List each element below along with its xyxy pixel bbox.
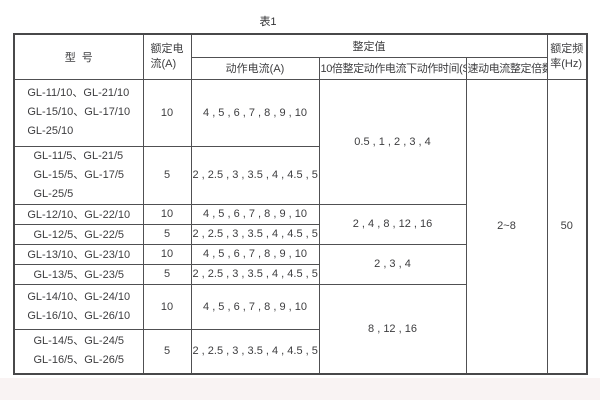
header-rated-freq: 额定频 率(Hz) bbox=[546, 33, 588, 80]
action-current-cell: 2 , 2.5 , 3 , 3.5 , 4 , 4.5 , 5 bbox=[190, 328, 320, 375]
table-title: 表1 bbox=[259, 16, 277, 28]
model-line: GL-15/10、GL-17/10 bbox=[27, 106, 131, 118]
rated-current-cell: 10 bbox=[142, 203, 192, 225]
rated-current-cell: 5 bbox=[142, 223, 192, 245]
table-row: GL-12/10、GL-22/10 10 4 , 5 , 6 , 7 , 8 ,… bbox=[13, 203, 587, 245]
rated-current-cell: 10 bbox=[142, 243, 192, 265]
header-rated-freq-line2: 率(Hz) bbox=[550, 57, 583, 70]
header-action-current: 动作电流(A) bbox=[190, 56, 320, 80]
model-cell: GL-12/10、GL-22/10 bbox=[13, 203, 144, 225]
model-cell: GL-12/5、GL-22/5 bbox=[13, 223, 144, 245]
action-current-cell: 2 , 2.5 , 3 , 3.5 , 4 , 4.5 , 5 bbox=[190, 145, 320, 205]
model-line: GL-14/10、GL-24/10 bbox=[27, 290, 131, 303]
action-time-cell: 2 , 3 , 4 bbox=[318, 243, 467, 285]
model-cell: GL-14/5、GL-24/5 GL-16/5、GL-26/5 bbox=[13, 328, 144, 375]
model-line: GL-25/10 bbox=[27, 125, 74, 137]
model-cell: GL-13/5、GL-23/5 bbox=[13, 263, 144, 285]
rated-current-cell: 5 bbox=[142, 145, 192, 205]
model-cell: GL-13/10、GL-23/10 bbox=[13, 243, 144, 265]
header-rated-freq-line1: 额定频 bbox=[550, 42, 584, 55]
header-action-time: 10倍整定动作电流下动作时间(S) bbox=[318, 56, 467, 80]
action-current-cell: 4 , 5 , 6 , 7 , 8 , 9 , 10 bbox=[190, 203, 320, 225]
table-row: GL-14/5、GL-24/5 GL-16/5、GL-26/5 5 2 , 2.… bbox=[13, 328, 587, 375]
header-quick-multiple: 速动电流整定倍数 bbox=[465, 56, 548, 80]
model-line: GL-16/10、GL-26/10 bbox=[27, 309, 131, 322]
relay-settings-table: 型 号 额定电 流(A) 整定值 额定频 率(Hz) 动作电流(A) 10倍整定… bbox=[13, 33, 588, 375]
table-row: GL-14/10、GL-24/10 GL-16/10、GL-26/10 10 4… bbox=[13, 283, 587, 375]
header-setting-value: 整定值 bbox=[190, 33, 548, 58]
rated-current-cell: 5 bbox=[142, 263, 192, 285]
action-time-cell: 0.5 , 1 , 2 , 3 , 4 bbox=[318, 78, 467, 205]
model-line: GL-14/5、GL-24/5 bbox=[33, 335, 125, 348]
page-footer-strip bbox=[0, 378, 600, 400]
table-row: GL-11/10、GL-21/10 GL-15/10、GL-17/10 GL-2… bbox=[13, 78, 588, 375]
model-line: GL-16/5、GL-26/5 bbox=[33, 354, 125, 367]
action-time-cell: 8 , 12 , 16 bbox=[318, 283, 467, 375]
model-line: GL-25/5 bbox=[33, 187, 74, 200]
table-row: GL-12/5、GL-22/5 5 2 , 2.5 , 3 , 3.5 , 4 … bbox=[13, 223, 587, 245]
rated-freq-cell: 50 bbox=[546, 78, 588, 375]
quick-multiple-cell: 2~8 bbox=[465, 78, 548, 375]
model-cell: GL-14/10、GL-24/10 GL-16/10、GL-26/10 bbox=[13, 283, 144, 330]
model-line: GL-15/5、GL-17/5 bbox=[33, 168, 125, 181]
action-current-cell: 4 , 5 , 6 , 7 , 8 , 9 , 10 bbox=[190, 283, 320, 330]
header-rated-current-line2: 流(A) bbox=[150, 57, 177, 70]
rated-current-cell: 10 bbox=[142, 283, 192, 330]
action-current-cell: 2 , 2.5 , 3 , 3.5 , 4 , 4.5 , 5 bbox=[190, 223, 320, 245]
model-line: GL-11/5、GL-21/5 bbox=[33, 149, 124, 162]
action-current-cell: 2 , 2.5 , 3 , 3.5 , 4 , 4.5 , 5 bbox=[190, 263, 320, 285]
model-cell: GL-11/5、GL-21/5 GL-15/5、GL-17/5 GL-25/5 bbox=[13, 145, 144, 205]
model-cell: GL-11/10、GL-21/10 GL-15/10、GL-17/10 GL-2… bbox=[13, 78, 144, 147]
rated-current-cell: 10 bbox=[142, 78, 192, 147]
header-model: 型 号 bbox=[13, 33, 144, 80]
model-line: GL-11/10、GL-21/10 bbox=[27, 87, 130, 99]
action-current-cell: 4 , 5 , 6 , 7 , 8 , 9 , 10 bbox=[190, 243, 320, 265]
action-current-cell: 4 , 5 , 6 , 7 , 8 , 9 , 10 bbox=[190, 78, 320, 147]
header-rated-current-line1: 额定电 bbox=[150, 42, 184, 55]
header-rated-current: 额定电 流(A) bbox=[142, 33, 192, 80]
table-row: GL-13/10、GL-23/10 10 4 , 5 , 6 , 7 , 8 ,… bbox=[13, 243, 587, 285]
header-model-label: 型 号 bbox=[64, 51, 93, 64]
rated-current-cell: 5 bbox=[142, 328, 192, 375]
header-row-1: 型 号 额定电 流(A) 整定值 额定频 率(Hz) bbox=[13, 33, 588, 80]
action-time-cell: 2 , 4 , 8 , 12 , 16 bbox=[318, 203, 467, 245]
